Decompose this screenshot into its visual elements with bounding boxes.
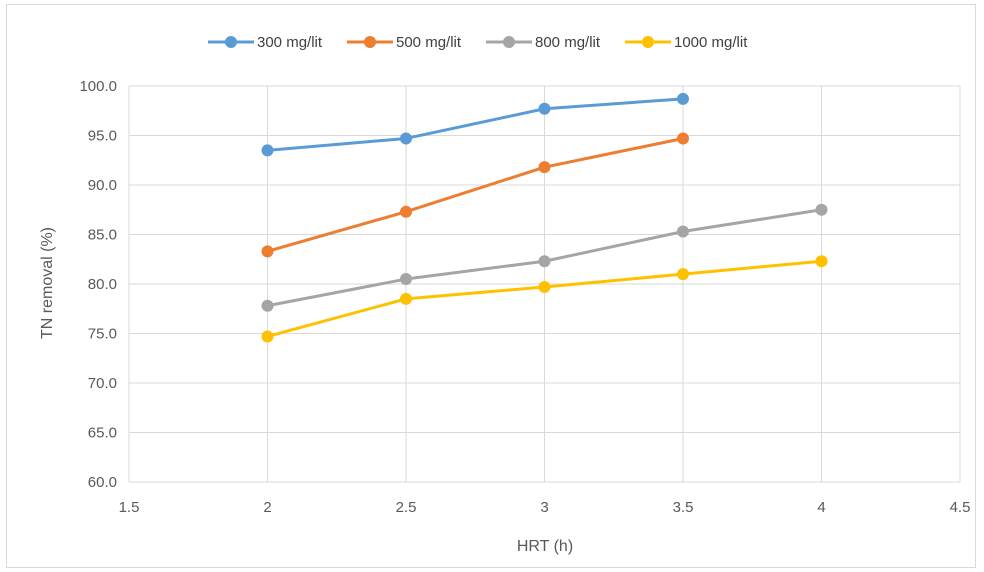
legend-marker — [364, 36, 376, 48]
x-tick-label: 3 — [540, 499, 548, 516]
data-point — [400, 132, 412, 145]
data-point — [815, 255, 828, 268]
legend-label: 300 mg/lit — [257, 34, 323, 51]
series-line — [266, 97, 685, 152]
y-tick-label: 75.0 — [88, 326, 117, 343]
series-3 — [261, 255, 828, 343]
series-line — [266, 136, 685, 253]
legend-item-3[interactable]: 1000 mg/lit — [625, 34, 748, 51]
legend-item-1[interactable]: 500 mg/lit — [347, 34, 462, 51]
legend-marker — [642, 36, 654, 48]
y-tick-label: 90.0 — [88, 177, 117, 194]
legend-item-0[interactable]: 300 mg/lit — [208, 34, 323, 51]
y-tick-label: 95.0 — [88, 128, 117, 145]
series-1 — [261, 132, 689, 258]
gridlines — [128, 85, 961, 483]
data-point — [815, 203, 828, 216]
legend-marker — [503, 36, 515, 48]
series-0 — [261, 92, 689, 157]
data-point — [538, 255, 551, 268]
x-tick-label: 4.5 — [950, 499, 971, 516]
x-tick-label: 1.5 — [119, 499, 140, 516]
y-tick-label: 70.0 — [88, 375, 117, 392]
legend-label: 500 mg/lit — [396, 34, 462, 51]
legend-marker — [225, 36, 237, 48]
legend-label: 1000 mg/lit — [674, 34, 748, 51]
y-tick-label: 80.0 — [88, 276, 117, 293]
data-point — [400, 205, 412, 218]
data-point — [400, 273, 412, 286]
data-point — [677, 132, 689, 145]
series-2 — [261, 203, 828, 312]
y-axis-title: TN removal (%) — [39, 227, 56, 339]
data-point — [538, 161, 551, 174]
data-point — [538, 280, 551, 293]
legend-item-2[interactable]: 800 mg/lit — [486, 34, 601, 51]
data-point — [261, 245, 274, 258]
legend-label: 800 mg/lit — [535, 34, 601, 51]
x-tick-label: 2.5 — [396, 499, 417, 516]
data-point — [677, 225, 689, 238]
x-tick-label: 4 — [817, 499, 825, 516]
y-tick-label: 65.0 — [88, 425, 117, 442]
data-point — [261, 144, 274, 157]
y-tick-label: 85.0 — [88, 227, 117, 244]
data-point — [261, 330, 274, 343]
x-axis-ticks: 1.5 2 2.5 3 3.5 4 4.5 — [119, 499, 971, 516]
x-axis-title: HRT (h) — [517, 538, 573, 555]
y-tick-label: 100.0 — [79, 78, 117, 95]
data-point — [677, 92, 689, 105]
data-point — [677, 268, 689, 281]
chart-frame — [6, 4, 976, 568]
y-tick-label: 60.0 — [88, 474, 117, 491]
x-tick-label: 3.5 — [673, 499, 694, 516]
series-group — [261, 92, 828, 343]
data-point — [400, 292, 412, 305]
data-point — [538, 102, 551, 115]
data-point — [261, 299, 274, 312]
legend: 300 mg/lit 500 mg/lit 800 mg/lit 1000 mg/li… — [208, 34, 748, 51]
x-tick-label: 2 — [263, 499, 271, 516]
y-axis-ticks: 60.0 65.0 70.0 75.0 80.0 85.0 90.0 95.0 100.0 — [79, 78, 117, 491]
